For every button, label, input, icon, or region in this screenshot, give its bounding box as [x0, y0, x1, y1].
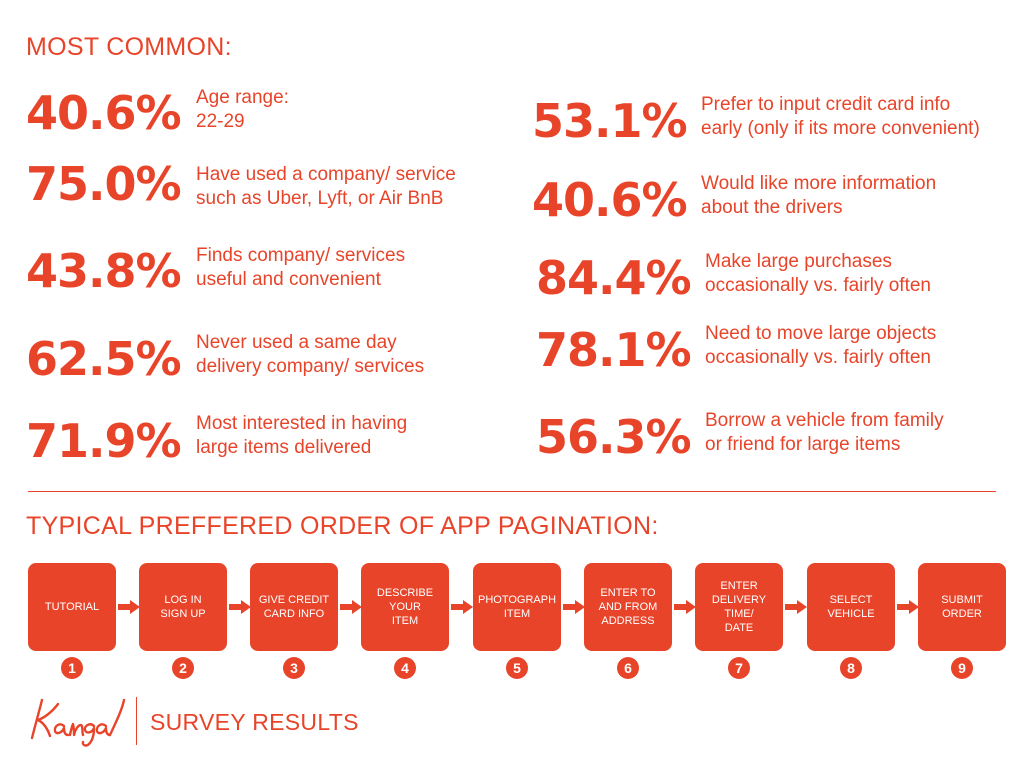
- arrow-right-icon: [563, 600, 585, 614]
- arrow-right-icon: [118, 600, 140, 614]
- stat-left-2-percent: 75.0%: [26, 157, 182, 211]
- step-7-box: ENTER DELIVERY TIME/ DATE: [695, 563, 783, 651]
- stat-left-5-line1: Most interested in having: [196, 413, 408, 434]
- step-9-number: 9: [951, 657, 973, 679]
- step-3-box: GIVE CREDIT CARD INFO: [250, 563, 338, 651]
- arrow-right-icon: [340, 600, 362, 614]
- stat-left-2-desc: Have used a company/ service such as Ube…: [196, 163, 456, 211]
- stat-right-3-desc: Make large purchases occasionally vs. fa…: [705, 250, 931, 298]
- step-8-box: SELECT VEHICLE: [807, 563, 895, 651]
- stat-left-3-desc: Finds company/ services useful and conve…: [196, 244, 405, 292]
- section-title-most-common: MOST COMMON:: [26, 33, 232, 61]
- stat-right-3-line2: occasionally vs. fairly often: [705, 275, 931, 296]
- step-5-number: 5: [506, 657, 528, 679]
- stat-left-3-line1: Finds company/ services: [196, 245, 406, 266]
- stat-left-5-desc: Most interested in having large items de…: [196, 412, 407, 460]
- stat-left-2-line1: Have used a company/ service: [196, 164, 456, 185]
- stat-right-1-line1: Prefer to input credit card info: [701, 94, 951, 115]
- kanga-logo: [30, 698, 126, 747]
- stat-right-2-line2: about the drivers: [701, 197, 843, 218]
- arrow-right-icon: [674, 600, 696, 614]
- stat-left-4-percent: 62.5%: [26, 332, 182, 386]
- arrow-right-icon: [451, 600, 473, 614]
- stat-right-4-desc: Need to move large objects occasionally …: [705, 322, 936, 370]
- step-6-number: 6: [617, 657, 639, 679]
- arrow-right-icon: [897, 600, 919, 614]
- step-5-box: PHOTOGRAPH ITEM: [473, 563, 561, 651]
- stat-right-5-line1: Borrow a vehicle from family: [705, 410, 944, 431]
- stat-left-3-percent: 43.8%: [26, 244, 182, 298]
- step-3-number: 3: [283, 657, 305, 679]
- step-7-number: 7: [728, 657, 750, 679]
- stat-left-5-percent: 71.9%: [26, 414, 182, 468]
- stat-left-5-line2: large items delivered: [196, 437, 372, 458]
- stat-right-4-line1: Need to move large objects: [705, 323, 937, 344]
- stat-left-1-line2: 22-29: [196, 111, 245, 132]
- stat-left-4-desc: Never used a same day delivery company/ …: [196, 331, 424, 379]
- step-1-box: TUTORIAL: [28, 563, 116, 651]
- stat-right-5-desc: Borrow a vehicle from family or friend f…: [705, 409, 944, 457]
- stat-left-4-line1: Never used a same day: [196, 332, 397, 353]
- step-2-number: 2: [172, 657, 194, 679]
- step-2-box: LOG IN SIGN UP: [139, 563, 227, 651]
- stat-right-1-percent: 53.1%: [532, 94, 688, 148]
- stat-right-4-line2: occasionally vs. fairly often: [705, 347, 931, 368]
- section-divider: [28, 491, 996, 492]
- stat-left-1-desc: Age range: 22-29: [196, 86, 289, 134]
- stat-right-3-line1: Make large purchases: [705, 251, 892, 272]
- stat-right-3-percent: 84.4%: [536, 251, 692, 305]
- stat-right-4-percent: 78.1%: [536, 323, 692, 377]
- stat-right-2-line1: Would like more information: [701, 173, 937, 194]
- stat-right-2-percent: 40.6%: [532, 173, 688, 227]
- step-8-number: 8: [840, 657, 862, 679]
- stat-right-5-line2: or friend for large items: [705, 434, 901, 455]
- stat-left-2-line2: such as Uber, Lyft, or Air BnB: [196, 188, 444, 209]
- stat-right-1-line2: early (only if its more convenient): [701, 118, 980, 139]
- footer-separator: [136, 697, 137, 745]
- stat-right-1-desc: Prefer to input credit card info early (…: [701, 93, 980, 141]
- step-1-number: 1: [61, 657, 83, 679]
- stat-right-2-desc: Would like more information about the dr…: [701, 172, 936, 220]
- step-6-box: ENTER TO AND FROM ADDRESS: [584, 563, 672, 651]
- section-title-pagination: TYPICAL PREFFERED ORDER OF APP PAGINATIO…: [26, 512, 659, 540]
- arrow-right-icon: [229, 600, 251, 614]
- stat-left-4-line2: delivery company/ services: [196, 356, 425, 377]
- stat-left-1-line1: Age range:: [196, 87, 289, 108]
- arrow-right-icon: [785, 600, 807, 614]
- stat-right-5-percent: 56.3%: [536, 410, 692, 464]
- stat-left-1-percent: 40.6%: [26, 86, 182, 140]
- step-9-box: SUBMIT ORDER: [918, 563, 1006, 651]
- footer-title: SURVEY RESULTS: [150, 709, 359, 735]
- stat-left-3-line2: useful and convenient: [196, 269, 381, 290]
- step-4-number: 4: [394, 657, 416, 679]
- step-4-box: DESCRIBE YOUR ITEM: [361, 563, 449, 651]
